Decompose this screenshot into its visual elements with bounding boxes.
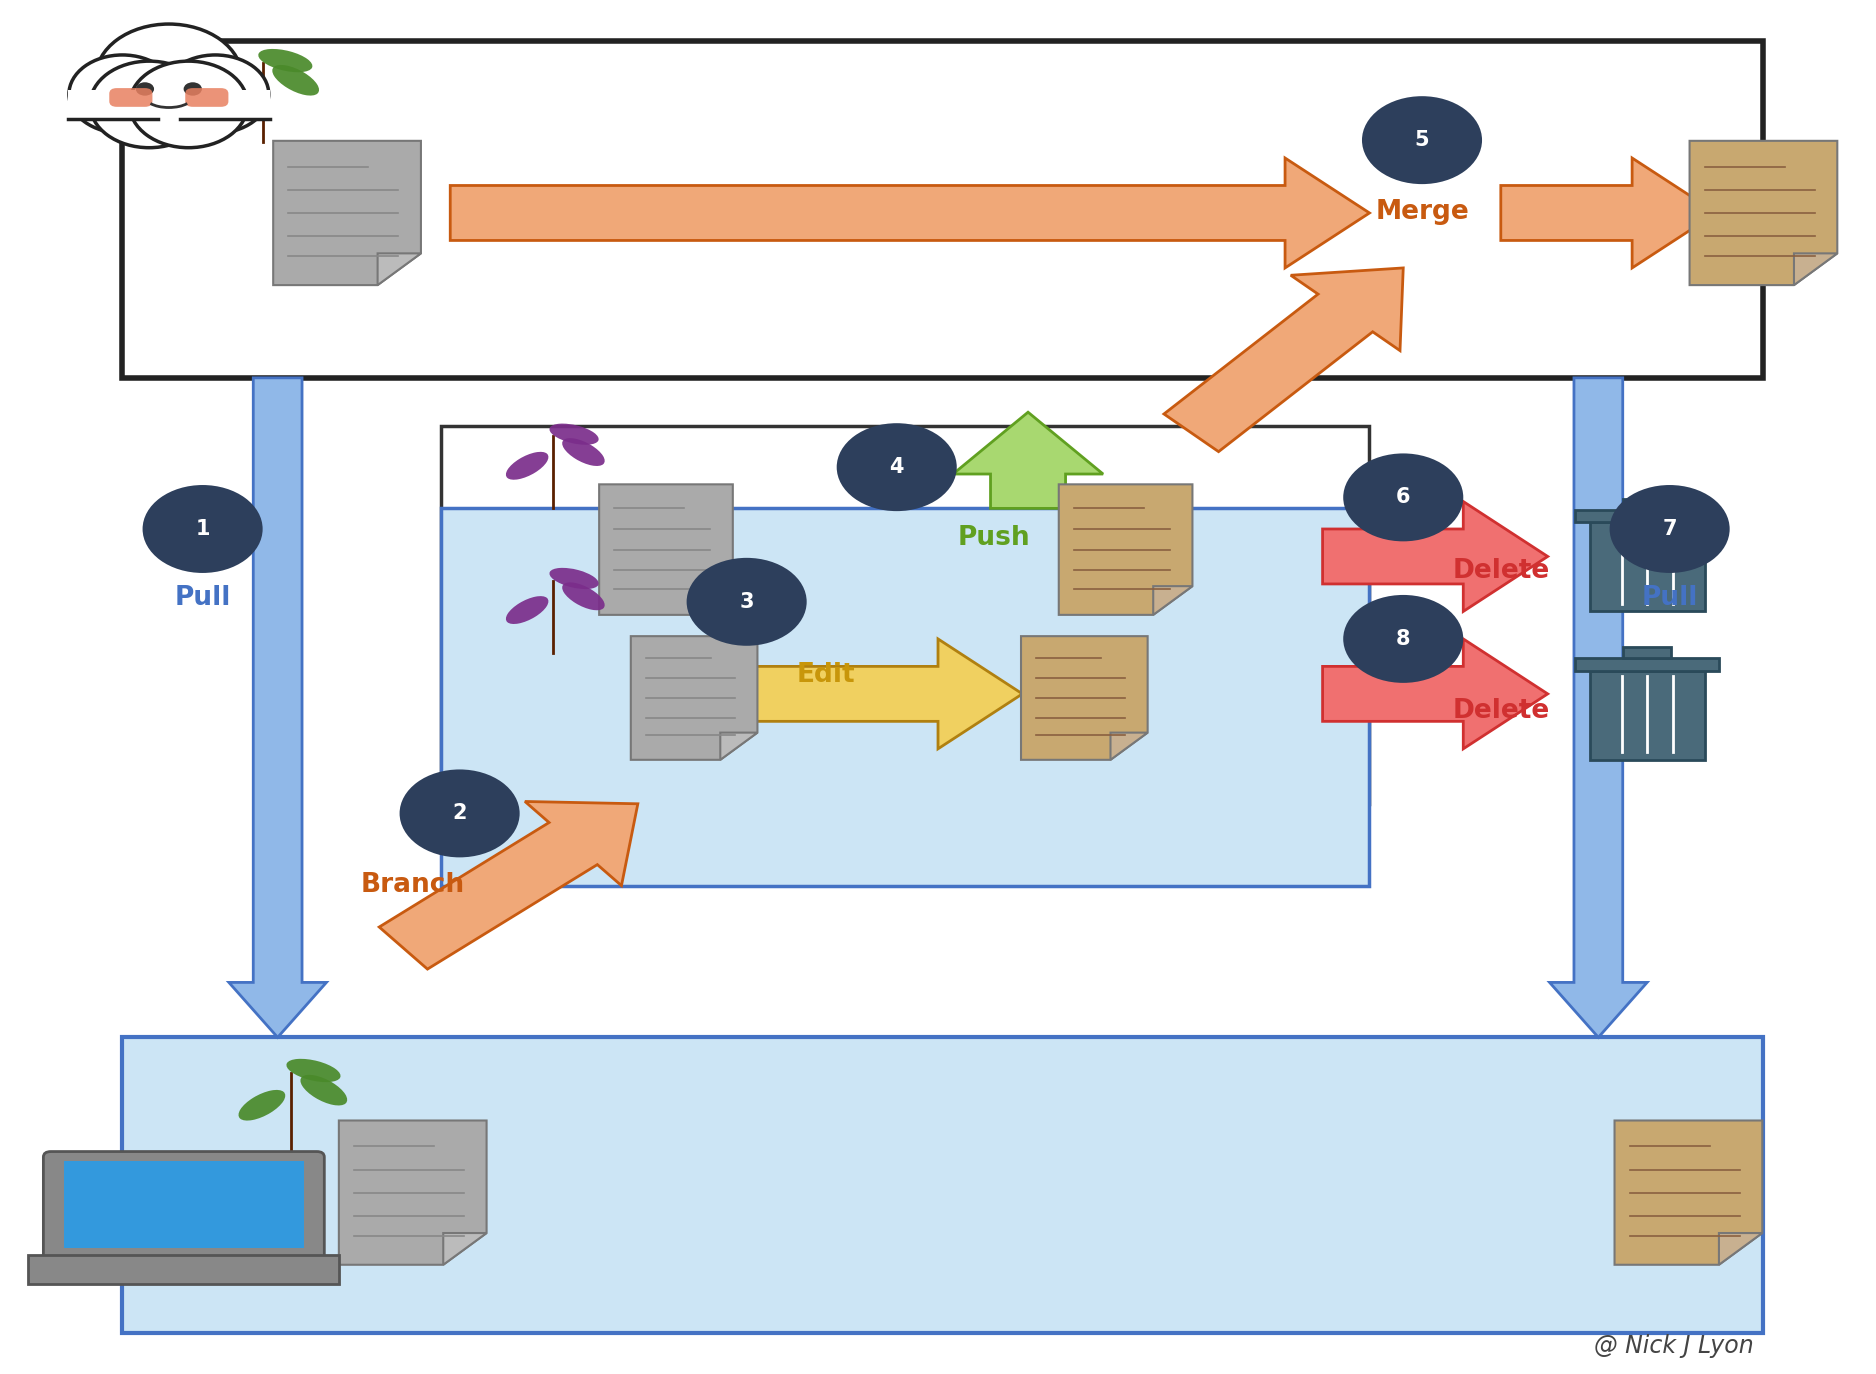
FancyBboxPatch shape bbox=[28, 1256, 340, 1283]
Circle shape bbox=[400, 769, 520, 857]
Text: Push: Push bbox=[959, 525, 1030, 551]
Polygon shape bbox=[630, 636, 758, 760]
Circle shape bbox=[837, 423, 957, 511]
Text: Delete: Delete bbox=[1452, 698, 1550, 724]
Ellipse shape bbox=[287, 1059, 341, 1083]
FancyBboxPatch shape bbox=[1623, 647, 1672, 658]
Circle shape bbox=[69, 55, 176, 133]
Text: Branch: Branch bbox=[360, 872, 465, 899]
Text: Edit: Edit bbox=[795, 662, 855, 688]
Text: 6: 6 bbox=[1396, 488, 1411, 507]
Circle shape bbox=[1343, 453, 1463, 541]
Polygon shape bbox=[720, 732, 758, 760]
Text: 4: 4 bbox=[889, 458, 904, 477]
Circle shape bbox=[143, 485, 263, 573]
FancyBboxPatch shape bbox=[68, 91, 270, 120]
FancyBboxPatch shape bbox=[441, 426, 1369, 804]
Text: 5: 5 bbox=[1415, 131, 1430, 150]
Ellipse shape bbox=[300, 1074, 347, 1106]
FancyBboxPatch shape bbox=[64, 1161, 304, 1248]
Circle shape bbox=[129, 62, 248, 148]
Ellipse shape bbox=[563, 583, 604, 610]
Polygon shape bbox=[379, 801, 638, 969]
FancyBboxPatch shape bbox=[1589, 522, 1705, 611]
Circle shape bbox=[1362, 96, 1482, 184]
FancyBboxPatch shape bbox=[1576, 510, 1718, 522]
FancyBboxPatch shape bbox=[109, 88, 152, 107]
Ellipse shape bbox=[259, 49, 313, 73]
Ellipse shape bbox=[272, 65, 319, 96]
Circle shape bbox=[90, 62, 208, 148]
Text: Delete: Delete bbox=[1452, 558, 1550, 584]
FancyBboxPatch shape bbox=[186, 88, 229, 107]
Text: Merge: Merge bbox=[1375, 199, 1469, 225]
Circle shape bbox=[687, 558, 807, 646]
FancyBboxPatch shape bbox=[441, 508, 1369, 886]
Circle shape bbox=[161, 55, 268, 133]
Polygon shape bbox=[450, 158, 1369, 268]
Polygon shape bbox=[274, 142, 420, 286]
Text: Pull: Pull bbox=[1642, 585, 1698, 611]
Circle shape bbox=[96, 23, 242, 132]
Text: @ Nick J Lyon: @ Nick J Lyon bbox=[1595, 1334, 1754, 1358]
FancyBboxPatch shape bbox=[122, 1037, 1763, 1333]
Ellipse shape bbox=[210, 80, 257, 111]
Ellipse shape bbox=[550, 423, 598, 445]
Polygon shape bbox=[1501, 158, 1717, 268]
Polygon shape bbox=[1718, 1232, 1762, 1264]
Polygon shape bbox=[1111, 732, 1148, 760]
Text: 2: 2 bbox=[452, 804, 467, 823]
Text: 8: 8 bbox=[1396, 629, 1411, 649]
Ellipse shape bbox=[563, 438, 604, 466]
Polygon shape bbox=[1323, 502, 1548, 611]
FancyBboxPatch shape bbox=[43, 1151, 325, 1261]
Text: 7: 7 bbox=[1662, 519, 1677, 539]
FancyBboxPatch shape bbox=[122, 41, 1763, 378]
Polygon shape bbox=[694, 587, 734, 616]
Polygon shape bbox=[1021, 636, 1148, 760]
Polygon shape bbox=[340, 1121, 486, 1264]
Polygon shape bbox=[1615, 1121, 1762, 1264]
Text: 3: 3 bbox=[739, 592, 754, 611]
Circle shape bbox=[135, 82, 154, 96]
FancyBboxPatch shape bbox=[1623, 499, 1672, 510]
Circle shape bbox=[1343, 595, 1463, 683]
Ellipse shape bbox=[507, 596, 548, 624]
Ellipse shape bbox=[238, 1090, 285, 1121]
Polygon shape bbox=[1793, 253, 1837, 286]
Polygon shape bbox=[229, 378, 326, 1037]
Polygon shape bbox=[1058, 485, 1193, 616]
Polygon shape bbox=[1323, 639, 1548, 749]
Polygon shape bbox=[704, 639, 1022, 749]
Ellipse shape bbox=[507, 452, 548, 480]
Text: 1: 1 bbox=[195, 519, 210, 539]
FancyBboxPatch shape bbox=[1589, 671, 1705, 760]
Polygon shape bbox=[1163, 268, 1403, 452]
Polygon shape bbox=[377, 253, 420, 286]
Circle shape bbox=[184, 82, 203, 96]
Ellipse shape bbox=[550, 567, 598, 589]
Polygon shape bbox=[598, 485, 734, 616]
Circle shape bbox=[1610, 485, 1730, 573]
Polygon shape bbox=[953, 412, 1103, 508]
FancyBboxPatch shape bbox=[1576, 658, 1718, 671]
Polygon shape bbox=[1154, 587, 1193, 616]
Polygon shape bbox=[1550, 378, 1647, 1037]
Text: Pull: Pull bbox=[174, 585, 231, 611]
Polygon shape bbox=[443, 1232, 486, 1264]
Polygon shape bbox=[1690, 142, 1837, 286]
